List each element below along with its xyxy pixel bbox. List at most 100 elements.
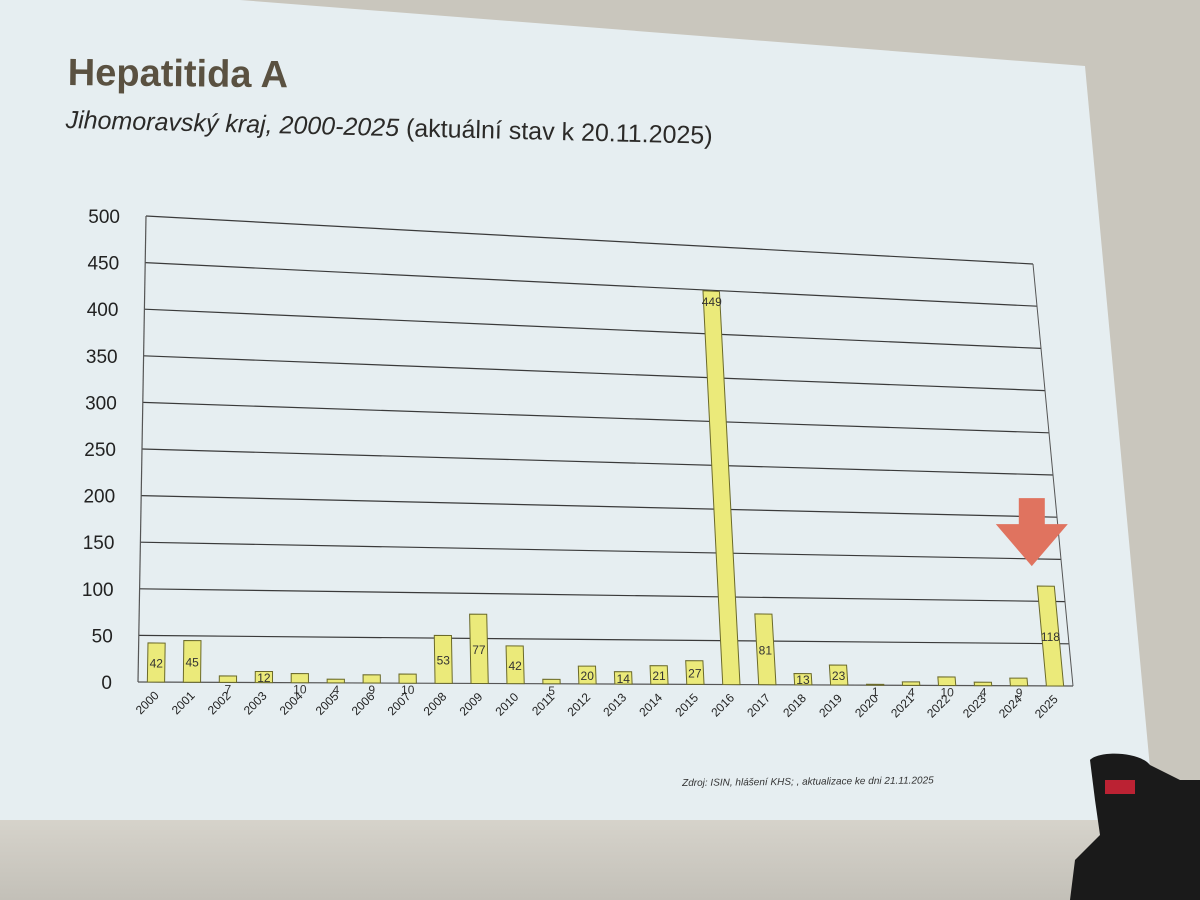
bar-2014 xyxy=(649,665,669,685)
data-label-2011: 5 xyxy=(548,684,555,698)
gridline xyxy=(143,355,1046,392)
y-tick-label: 300 xyxy=(85,393,117,414)
bar-2015 xyxy=(685,660,705,685)
data-label-2021: 4 xyxy=(908,685,915,699)
x-tick-label: 2016 xyxy=(708,691,737,720)
bar-2024 xyxy=(1009,677,1029,687)
gridline xyxy=(138,634,1070,645)
chart-axes xyxy=(137,215,1074,687)
bar-2003 xyxy=(254,670,274,684)
bar-2025 xyxy=(1036,585,1065,687)
highlight-marker xyxy=(995,498,1068,567)
bar-2016 xyxy=(702,290,741,686)
data-label-2018: 13 xyxy=(796,673,810,687)
y-tick-label: 50 xyxy=(92,626,113,647)
data-label-2024: 9 xyxy=(1016,686,1023,700)
gridline xyxy=(139,588,1066,603)
data-label-2006: 9 xyxy=(368,683,375,697)
x-tick-label: 2017 xyxy=(744,691,773,720)
x-tick-label: 2018 xyxy=(780,691,809,720)
x-tick-label: 2001 xyxy=(169,688,198,717)
x-axis-ticks: 2000 2001 2002 2003 2004 2005 2006 2007 2008 2009… xyxy=(133,688,1061,721)
data-label-2004: 10 xyxy=(293,683,307,697)
x-tick-label: 2012 xyxy=(564,690,593,719)
data-label-2025: 118 xyxy=(1041,630,1060,644)
bar-2019 xyxy=(828,664,849,686)
y-tick-label: 150 xyxy=(83,533,115,554)
bar-2010 xyxy=(505,645,525,685)
y-tick-label: 400 xyxy=(87,300,119,321)
plot-right-edge xyxy=(1032,263,1074,687)
bar-2004 xyxy=(290,672,309,684)
data-label-2023: 4 xyxy=(980,686,987,700)
bar-2012 xyxy=(577,665,597,685)
bar-2011 xyxy=(542,678,561,685)
bar-2002 xyxy=(218,675,238,683)
x-tick-label: 2010 xyxy=(493,690,522,719)
data-label-2012: 20 xyxy=(581,669,595,683)
gridline xyxy=(145,262,1038,307)
y-tick-label: 200 xyxy=(83,487,115,508)
x-tick-label: 2019 xyxy=(816,691,845,720)
data-label-2020: 1 xyxy=(872,685,879,699)
data-label-2010: 42 xyxy=(508,659,522,673)
data-label-2001: 45 xyxy=(185,655,199,669)
data-label-2007: 10 xyxy=(401,683,415,697)
x-tick-label: 2009 xyxy=(457,689,486,718)
gridline xyxy=(141,495,1058,518)
bar-2021 xyxy=(901,681,921,686)
room-floor-shadow xyxy=(0,820,1200,900)
data-label-2022: 10 xyxy=(940,685,954,699)
chart-gridlines xyxy=(138,215,1070,645)
bar-2001 xyxy=(182,639,202,683)
x-axis-line xyxy=(137,681,1074,687)
y-tick-label: 250 xyxy=(84,440,116,461)
gridline xyxy=(145,215,1034,265)
bar-2013 xyxy=(613,671,633,685)
y-axis-ticks: 0 50 100 150 200 250 300 350 400 450 500 xyxy=(82,207,120,694)
bar-2023 xyxy=(973,681,993,687)
data-label-2000: 42 xyxy=(150,657,164,671)
y-tick-label: 500 xyxy=(88,207,120,228)
x-tick-label: 2025 xyxy=(1032,692,1061,721)
bar-2006 xyxy=(362,674,381,684)
y-tick-label: 450 xyxy=(87,254,119,275)
bar-2007 xyxy=(398,673,417,684)
y-tick-label: 350 xyxy=(86,347,118,368)
data-label-2017: 81 xyxy=(759,643,773,657)
bar-2020 xyxy=(865,683,885,686)
x-tick-label: 2000 xyxy=(133,688,162,717)
data-label-2005: 4 xyxy=(332,683,339,697)
bar-2017 xyxy=(754,613,777,686)
bar-2009 xyxy=(469,613,489,685)
camera-silhouette xyxy=(1070,753,1200,900)
y-tick-label: 100 xyxy=(82,580,114,601)
bar-2018 xyxy=(793,672,813,686)
bar-2008 xyxy=(433,634,453,684)
x-tick-label: 2013 xyxy=(600,690,629,719)
data-label-2019: 23 xyxy=(832,669,846,683)
y-axis-line xyxy=(137,215,147,683)
data-label-2015: 27 xyxy=(688,667,702,681)
gridline xyxy=(142,401,1050,434)
bar-2022 xyxy=(937,676,957,687)
gridline xyxy=(140,541,1062,560)
gridline xyxy=(144,308,1042,349)
x-tick-label: 2014 xyxy=(636,690,665,719)
bar-2000 xyxy=(146,642,166,683)
data-label-2014: 21 xyxy=(652,669,666,683)
data-label-2003: 12 xyxy=(257,671,271,685)
chart-bars xyxy=(146,290,1065,687)
x-tick-label: 2008 xyxy=(421,689,450,718)
x-tick-label: 2003 xyxy=(241,689,270,718)
data-label-2009: 77 xyxy=(472,643,486,657)
x-tick-label: 2015 xyxy=(672,690,701,719)
data-label-2016: 449 xyxy=(702,295,722,309)
data-label-2013: 14 xyxy=(617,672,631,686)
gridline xyxy=(141,448,1054,476)
arrow-down-icon xyxy=(995,498,1068,567)
data-label-2002: 7 xyxy=(225,682,232,696)
bar-2005 xyxy=(326,678,345,684)
